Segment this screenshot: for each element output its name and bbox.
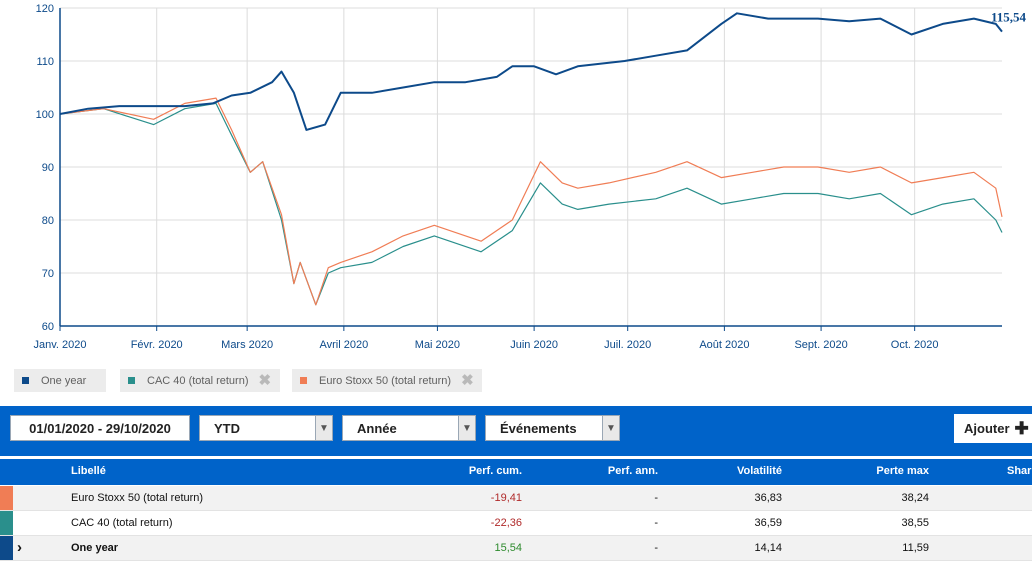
row-perf-ann: - [654, 542, 658, 554]
legend-label: Euro Stoxx 50 (total return) [319, 374, 452, 387]
legend-swatch [128, 377, 135, 384]
row-perf-cum: 15,54 [494, 542, 522, 554]
row-max-loss: 38,55 [901, 517, 929, 529]
table-header: Libellé Perf. cum. Perf. ann. Volatilité… [0, 459, 1032, 485]
add-button-label: Ajouter [964, 421, 1010, 436]
row-max-loss: 38,24 [901, 492, 929, 504]
row-label: Euro Stoxx 50 (total return) [71, 492, 204, 504]
frequency-select[interactable]: Année ▼ [342, 415, 476, 441]
chevron-down-icon: ▼ [602, 416, 619, 440]
period-select-value: YTD [214, 420, 240, 436]
column-header-sharpe[interactable]: Shar [1007, 465, 1032, 477]
legend-label: One year [41, 374, 87, 387]
series-line-one-year[interactable] [59, 12, 1003, 131]
y-tick-label: 60 [42, 321, 54, 333]
performance-chart: 60 70 80 90 100 110 120 Janv. 2020 Févr. 2020 Mar… [33, 3, 1027, 351]
add-button[interactable]: Ajouter ✚ [954, 414, 1032, 443]
column-header-perf-cum[interactable]: Perf. cum. [468, 465, 522, 477]
plus-icon: ✚ [1014, 418, 1029, 438]
legend-label: CAC 40 (total return) [147, 374, 249, 387]
y-tick-label: 90 [42, 162, 54, 174]
row-color-bar [0, 486, 13, 510]
x-tick-label: Août 2020 [699, 339, 749, 351]
legend-item-eurostoxx50[interactable]: Euro Stoxx 50 (total return) ✖ [292, 369, 482, 392]
row-max-loss: 11,59 [902, 542, 929, 554]
row-perf-ann: - [654, 492, 658, 504]
date-range-text: 01/01/2020 - 29/10/2020 [29, 420, 171, 436]
x-tick-label: Juil. 2020 [604, 339, 651, 351]
y-tick-label: 120 [36, 3, 54, 15]
legend-item-cac40[interactable]: CAC 40 (total return) ✖ [120, 369, 280, 392]
events-select-value: Événements [500, 420, 577, 436]
table-row[interactable]: Euro Stoxx 50 (total return) -19,41 - 36… [0, 486, 1032, 511]
row-color-bar [0, 511, 13, 535]
chevron-right-icon[interactable]: › [17, 539, 22, 556]
legend-swatch [22, 377, 29, 384]
end-value-label: 115,54 [991, 10, 1027, 25]
column-header-perf-ann[interactable]: Perf. ann. [607, 465, 658, 477]
legend-item-one-year[interactable]: One year [14, 369, 106, 392]
chevron-down-icon: ▼ [315, 416, 332, 440]
x-tick-label: Janv. 2020 [33, 339, 86, 351]
y-tick-label: 100 [36, 109, 54, 121]
row-volatility: 36,59 [754, 517, 782, 529]
x-tick-label: Avril 2020 [319, 339, 368, 351]
events-select[interactable]: Événements ▼ [485, 415, 620, 441]
chevron-down-icon: ▼ [458, 416, 475, 440]
series-line-euro-stoxx-50-total-return[interactable] [59, 97, 1003, 306]
series-line-cac-40-total-return[interactable] [59, 102, 1003, 306]
toolbar: 01/01/2020 - 29/10/2020 YTD ▼ Année ▼ Év… [0, 406, 1032, 456]
y-tick-label: 70 [42, 268, 54, 280]
remove-icon[interactable]: ✖ [258, 371, 272, 389]
frequency-select-value: Année [357, 420, 397, 436]
row-color-bar [0, 536, 13, 560]
period-select[interactable]: YTD ▼ [199, 415, 333, 441]
x-tick-label: Sept. 2020 [794, 339, 847, 351]
remove-icon[interactable]: ✖ [461, 371, 474, 389]
row-volatility: 36,83 [754, 492, 782, 504]
y-tick-label: 110 [36, 56, 54, 68]
x-tick-label: Oct. 2020 [891, 339, 939, 351]
column-header-max-loss[interactable]: Perte max [876, 465, 929, 477]
table-row[interactable]: › One year 15,54 - 14,14 11,59 [0, 536, 1032, 561]
table-row[interactable]: CAC 40 (total return) -22,36 - 36,59 38,… [0, 511, 1032, 536]
x-tick-label: Mai 2020 [415, 339, 460, 351]
x-tick-label: Juin 2020 [510, 339, 558, 351]
x-tick-label: Mars 2020 [221, 339, 273, 351]
legend-swatch [300, 377, 307, 384]
row-volatility: 14,14 [754, 542, 782, 554]
row-perf-ann: - [654, 517, 658, 529]
column-header-label[interactable]: Libellé [71, 465, 106, 477]
date-range-input[interactable]: 01/01/2020 - 29/10/2020 [10, 415, 190, 441]
row-perf-cum: -19,41 [490, 492, 522, 504]
row-perf-cum: -22,36 [490, 517, 522, 529]
column-header-volatility[interactable]: Volatilité [736, 465, 782, 477]
x-tick-label: Févr. 2020 [131, 339, 183, 351]
row-label: One year [71, 542, 119, 554]
row-label: CAC 40 (total return) [71, 517, 173, 529]
y-tick-label: 80 [42, 215, 54, 227]
